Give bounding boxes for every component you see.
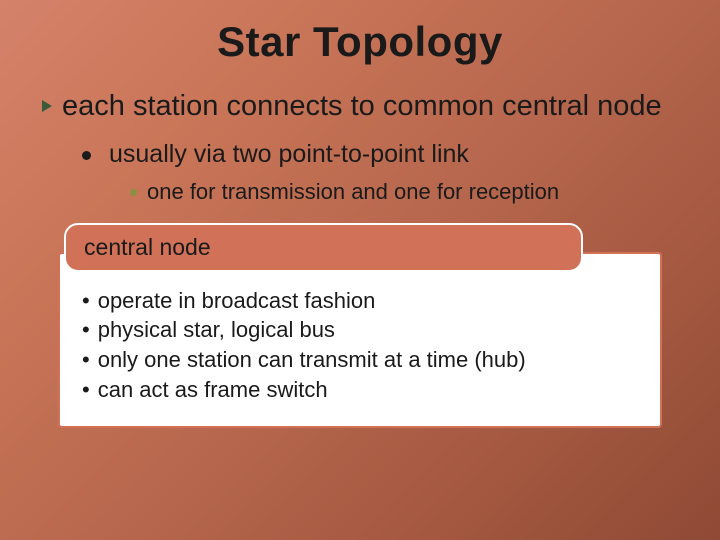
card-item: • operate in broadcast fashion (82, 286, 638, 316)
card-item-text: only one station can transmit at a time … (98, 345, 526, 375)
sub-bullet-row: usually via two point-to-point link (82, 140, 680, 169)
bullet-dot-icon: • (82, 375, 90, 405)
card-item-text: physical star, logical bus (98, 315, 335, 345)
card-item: • only one station can transmit at a tim… (82, 345, 638, 375)
info-card: central node • operate in broadcast fash… (58, 223, 662, 429)
sub-bullet-text: usually via two point-to-point link (109, 140, 469, 169)
sub-sub-bullet-row: one for transmission and one for recepti… (130, 179, 680, 205)
sub-sub-bullet-text: one for transmission and one for recepti… (147, 179, 559, 205)
arrow-icon (40, 98, 56, 114)
card-item-text: can act as frame switch (98, 375, 328, 405)
card-item: • physical star, logical bus (82, 315, 638, 345)
card-header: central node (64, 223, 583, 272)
main-bullet-row: each station connects to common central … (40, 88, 680, 126)
card-item-text: operate in broadcast fashion (98, 286, 376, 316)
dot-icon (82, 151, 91, 160)
page-title: Star Topology (40, 18, 680, 66)
bullet-dot-icon: • (82, 315, 90, 345)
card-body: • operate in broadcast fashion • physica… (58, 252, 662, 429)
bullet-dot-icon: • (82, 345, 90, 375)
olive-dot-icon (130, 189, 137, 196)
bullet-dot-icon: • (82, 286, 90, 316)
slide-container: Star Topology each station connects to c… (0, 0, 720, 540)
card-item: • can act as frame switch (82, 375, 638, 405)
main-bullet-text: each station connects to common central … (62, 88, 662, 126)
